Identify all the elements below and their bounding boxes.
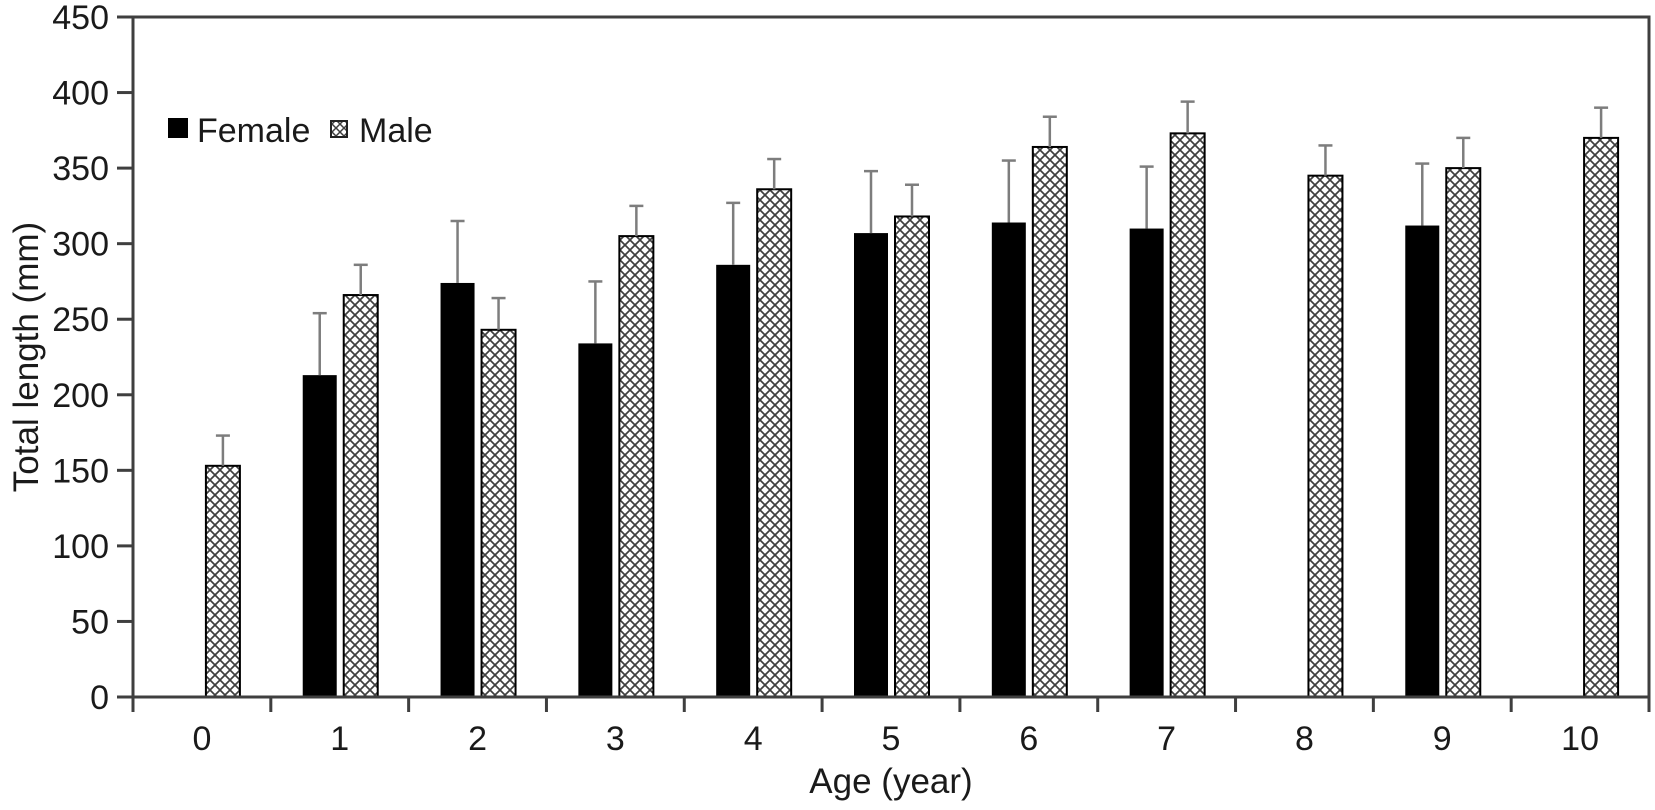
axes-layer: 0 50 100 150 200 250 300 350 400 450 0 1 2 3 4 5 6 7 8 9 10 bbox=[52, 0, 1651, 758]
x-tick-label: 2 bbox=[468, 720, 487, 758]
y-tick-label: 0 bbox=[90, 679, 109, 717]
bar-male-age-8 bbox=[1307, 174, 1344, 698]
legend: Female Male bbox=[168, 112, 433, 150]
legend-swatch-female-icon bbox=[168, 118, 188, 138]
bar-male-age-7 bbox=[1169, 132, 1206, 699]
bar-male-age-1 bbox=[342, 294, 379, 698]
bar-female-age-5 bbox=[854, 233, 888, 698]
bars-layer bbox=[204, 132, 1620, 699]
y-tick-label: 150 bbox=[52, 452, 109, 490]
y-axis-title: Total length (mm) bbox=[7, 222, 46, 492]
y-tick-label: 200 bbox=[52, 377, 109, 415]
bar-male-age-9 bbox=[1445, 167, 1482, 699]
bar-male-age-10 bbox=[1583, 136, 1620, 698]
bar-female-age-6 bbox=[991, 222, 1026, 697]
bar-male-age-2 bbox=[480, 328, 517, 698]
x-tick-label: 3 bbox=[606, 720, 625, 758]
bar-female-age-3 bbox=[578, 343, 613, 697]
legend-swatch-male-icon bbox=[330, 120, 348, 138]
x-tick-label: 7 bbox=[1157, 720, 1176, 758]
bar-male-age-4 bbox=[756, 188, 793, 698]
bar-female-age-1 bbox=[302, 375, 337, 697]
x-tick-label: 5 bbox=[882, 720, 901, 758]
y-tick-label: 100 bbox=[52, 528, 109, 566]
error-bars-layer bbox=[215, 100, 1609, 466]
bar-female-age-9 bbox=[1405, 225, 1440, 698]
x-tick-label: 6 bbox=[1019, 720, 1038, 758]
x-tick-label: 10 bbox=[1561, 720, 1599, 758]
x-tick-label: 4 bbox=[744, 720, 763, 758]
y-tick-label: 300 bbox=[52, 226, 109, 264]
legend-label-male: Male bbox=[359, 112, 433, 150]
x-tick-label: 1 bbox=[330, 720, 349, 758]
bar-female-age-4 bbox=[716, 264, 751, 697]
x-tick-label: 8 bbox=[1295, 720, 1314, 758]
bar-male-age-5 bbox=[894, 215, 930, 698]
plot-frame bbox=[131, 15, 1651, 699]
bar-female-age-7 bbox=[1129, 228, 1164, 698]
bar-male-age-0 bbox=[204, 464, 241, 698]
y-tick-label: 250 bbox=[52, 301, 109, 339]
y-tick-label: 450 bbox=[52, 0, 109, 37]
bar-male-age-6 bbox=[1031, 145, 1068, 698]
bar-female-age-2 bbox=[440, 282, 475, 697]
y-tick-label: 50 bbox=[71, 603, 109, 641]
x-tick-label: 0 bbox=[192, 720, 211, 758]
y-tick-label: 400 bbox=[52, 75, 109, 113]
bar-male-age-3 bbox=[618, 235, 655, 698]
x-axis-title: Age (year) bbox=[809, 762, 972, 801]
x-tick-label: 9 bbox=[1433, 720, 1452, 758]
y-tick-label: 350 bbox=[52, 150, 109, 188]
legend-label-female: Female bbox=[197, 112, 310, 150]
